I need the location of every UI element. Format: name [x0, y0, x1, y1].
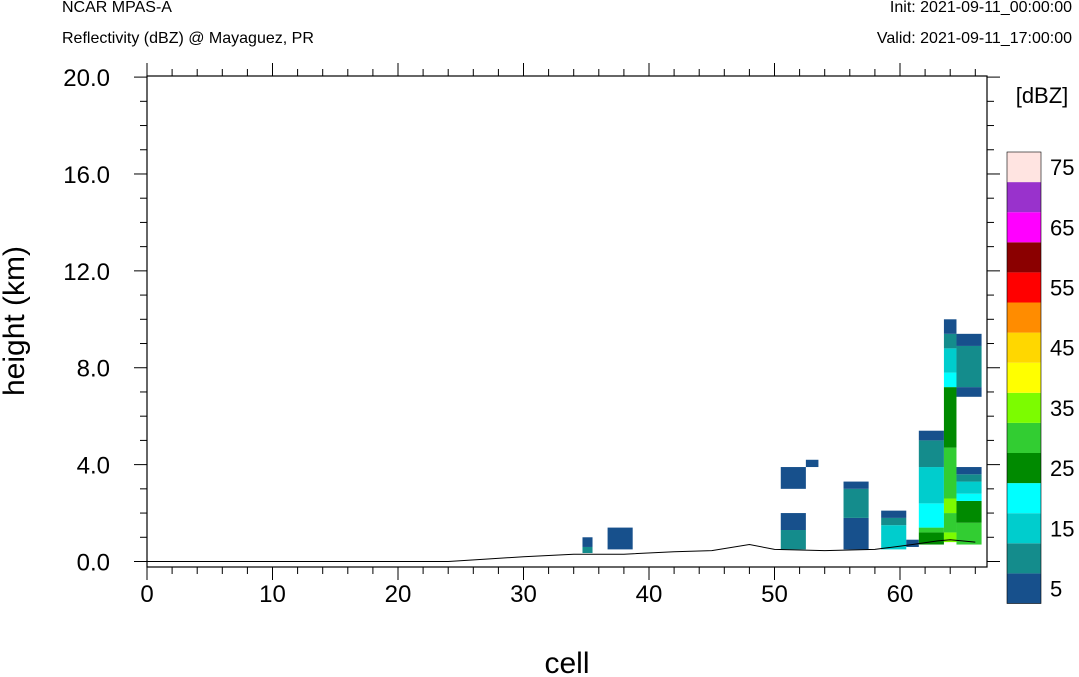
reflectivity-cell: [843, 517, 869, 550]
reflectivity-cell: [918, 527, 944, 533]
reflectivity-cell: [582, 537, 593, 547]
reflectivity-cell: [607, 527, 633, 550]
reflectivity-cell: [956, 387, 982, 397]
terrain-profile: [147, 539, 976, 562]
colorbar-label: 75: [1050, 155, 1074, 180]
reflectivity-cell: [943, 319, 957, 334]
y-tick-label: 16.0: [63, 162, 110, 189]
colorbar-swatch: [1007, 513, 1041, 544]
init-time: Init: 2021-09-11_00:00:00: [889, 0, 1072, 16]
reflectivity-cell: [956, 467, 982, 475]
reflectivity-cell: [918, 532, 944, 545]
reflectivity-cell: [956, 500, 982, 523]
x-tick-label: 50: [761, 581, 788, 608]
plot-frame: [146, 75, 988, 568]
reflectivity-cell: [780, 530, 806, 550]
y-tick-label: 0.0: [77, 550, 110, 577]
colorbar-swatch: [1007, 212, 1041, 243]
colorbar-label: 45: [1050, 336, 1074, 361]
reflectivity-cell: [780, 513, 806, 531]
colorbar-swatch: [1007, 543, 1041, 574]
reflectivity-cell: [582, 546, 593, 554]
x-tick-label: 10: [259, 581, 286, 608]
colorbar-swatch: [1007, 182, 1041, 213]
x-tick-label: 0: [140, 581, 153, 608]
colorbar-swatch: [1007, 573, 1041, 604]
reflectivity-cell: [881, 525, 907, 550]
y-axis-title: height (km): [0, 246, 31, 396]
colorbar-swatch: [1007, 422, 1041, 453]
y-tick-label: 8.0: [77, 356, 110, 383]
reflectivity-cell: [956, 522, 982, 545]
x-axis-title: cell: [544, 647, 589, 677]
reflectivity-cell: [805, 459, 819, 468]
colorbar-label: 5: [1050, 576, 1062, 601]
colorbar-label: 55: [1050, 275, 1074, 300]
reflectivity-cell: [943, 447, 957, 499]
reflectivity-cell: [918, 440, 944, 468]
colorbar-swatch: [1007, 272, 1041, 303]
reflectivity-cell: [943, 513, 957, 533]
y-tick-label: 12.0: [63, 259, 110, 286]
x-tick-label: 20: [385, 581, 412, 608]
reflectivity-cell: [843, 481, 869, 489]
reflectivity-cells: [582, 319, 982, 554]
x-tick-label: 30: [510, 581, 537, 608]
colorbar-frame: [1006, 151, 1042, 604]
colorbar-swatch: [1007, 242, 1041, 273]
colorbar-swatch: [1007, 302, 1041, 333]
colorbar-swatch: [1007, 152, 1041, 183]
reflectivity-cell: [881, 517, 907, 526]
colorbar-swatch: [1007, 392, 1041, 423]
reflectivity-cell: [943, 532, 957, 543]
colorbar-title: [dBZ]: [1016, 83, 1069, 108]
x-tick-label: 60: [887, 581, 914, 608]
reflectivity-cell: [918, 503, 944, 528]
colorbar-label: 65: [1050, 215, 1074, 240]
colorbar-label: 15: [1050, 516, 1074, 541]
reflectivity-cell: [956, 481, 982, 494]
reflectivity-cell: [918, 467, 944, 504]
colorbar-swatch: [1007, 483, 1041, 514]
colorbar-swatch: [1007, 332, 1041, 363]
reflectivity-cell: [780, 467, 806, 489]
terrain-line: [147, 539, 976, 562]
reflectivity-cell: [906, 539, 919, 547]
reflectivity-cell: [943, 387, 957, 448]
colorbar-label: 35: [1050, 396, 1074, 421]
colorbar-label: 25: [1050, 456, 1074, 481]
colorbar-swatch: [1007, 362, 1041, 393]
reflectivity-cell: [943, 498, 957, 514]
valid-time: Valid: 2021-09-11_17:00:00: [876, 30, 1072, 47]
reflectivity-cell: [881, 510, 907, 518]
y-tick-label: 4.0: [77, 453, 110, 480]
reflectivity-cell: [843, 488, 869, 518]
model-name: NCAR MPAS-A: [62, 0, 172, 16]
colorbar-swatch: [1007, 453, 1041, 484]
reflectivity-cell: [956, 493, 982, 501]
reflectivity-cell: [943, 348, 957, 373]
reflectivity-cell: [943, 333, 957, 349]
reflectivity-cell: [956, 333, 982, 346]
colorbar: 5 15 25 35 45 55 65 75 [dBZ]: [1006, 83, 1074, 604]
reflectivity-cell: [943, 372, 957, 388]
reflectivity-cell: [956, 345, 982, 388]
axes: 0 10 20 30 40 50 60 0.0 4.0 8.0 12.0 16.0 20.0 cell he…: [0, 63, 1000, 677]
reflectivity-cell: [918, 430, 944, 441]
chart-subtitle: Reflectivity (dBZ) @ Mayaguez, PR: [62, 30, 314, 47]
y-tick-label: 20.0: [63, 65, 110, 92]
x-tick-label: 40: [636, 581, 663, 608]
reflectivity-cell: [956, 474, 982, 482]
